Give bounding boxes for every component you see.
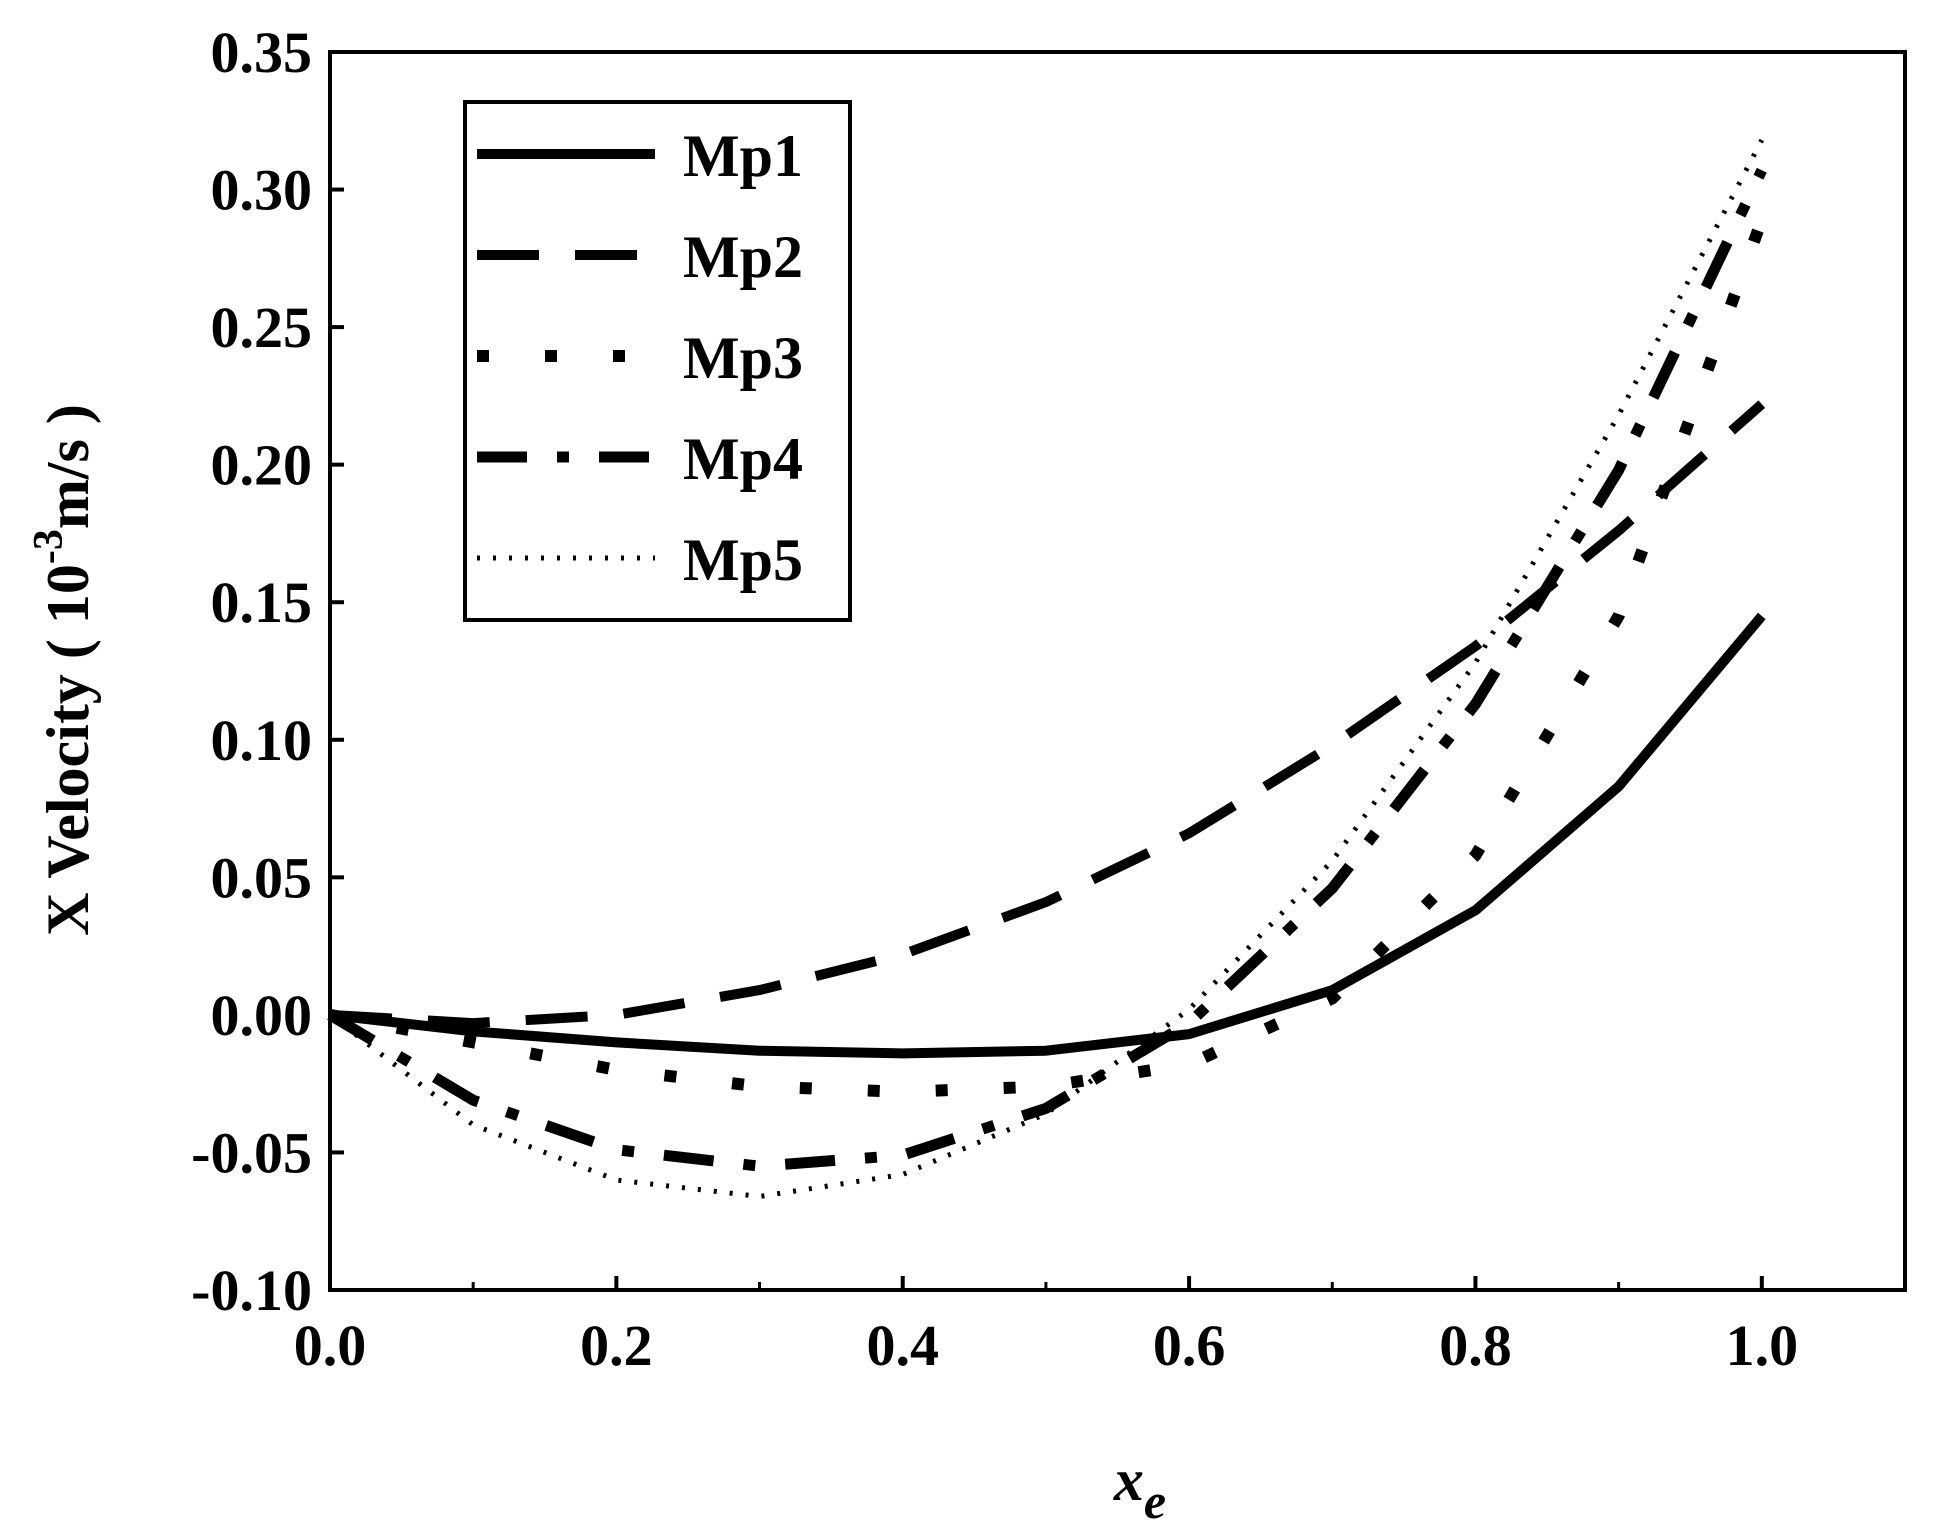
- y-tick-label: 0.30: [211, 158, 313, 223]
- labels-layer: 0.0 0.2 0.4 0.6 0.8 1.0 -0.10 -0.05 0.00 0.05 0.10…: [191, 20, 1798, 1378]
- x-axis-title-subscript: e: [1144, 1473, 1166, 1529]
- legend-label-mp4: Mp4: [683, 426, 803, 492]
- y-tick-label: 0.05: [211, 845, 313, 910]
- x-tick-label: 0.6: [1153, 1313, 1226, 1378]
- series-layer: [327, 138, 1768, 1199]
- y-tick-label: 0.15: [211, 570, 313, 635]
- axes-layer: [328, 50, 1907, 1292]
- legend: Mp1 Mp2 Mp3 Mp4 Mp5: [463, 100, 852, 622]
- legend-label-mp1: Mp1: [683, 123, 803, 189]
- y-tick-label: 0.25: [211, 295, 313, 360]
- series-line-mp2: [329, 400, 1766, 1029]
- x-tick-label: 0.0: [294, 1313, 367, 1378]
- x-tick-label: 1.0: [1726, 1313, 1799, 1378]
- series-line-mp1: [329, 612, 1766, 1059]
- y-axis-title-suffix: m/s ): [35, 404, 101, 529]
- x-tick-label: 0.8: [1439, 1313, 1512, 1378]
- x-axis-title-main: x: [1113, 1447, 1144, 1513]
- x-axis-title: xe: [1113, 1447, 1166, 1529]
- legend-label-mp5: Mp5: [683, 527, 803, 593]
- x-tick-label: 0.4: [866, 1313, 939, 1378]
- legend-box: [463, 100, 852, 622]
- y-tick-label: 0.35: [211, 20, 313, 85]
- y-tick-label: 0.20: [211, 433, 313, 498]
- legend-label-mp2: Mp2: [683, 224, 803, 290]
- x-tick-label: 0.2: [580, 1313, 653, 1378]
- plot-frame: [328, 50, 1907, 1292]
- y-tick-label: -0.05: [191, 1120, 312, 1185]
- legend-label-mp3: Mp3: [683, 325, 803, 391]
- series-line-mp4: [327, 167, 1767, 1172]
- y-axis-title-prefix: X Velocity ( 10: [35, 564, 101, 936]
- y-tick-label: 0.00: [211, 983, 313, 1048]
- y-tick-label: 0.10: [211, 708, 313, 773]
- y-axis-title: X Velocity ( 10-3m/s ): [26, 404, 101, 936]
- y-tick-label: -0.10: [191, 1258, 312, 1323]
- y-axis-title-superscript: -3: [26, 529, 72, 564]
